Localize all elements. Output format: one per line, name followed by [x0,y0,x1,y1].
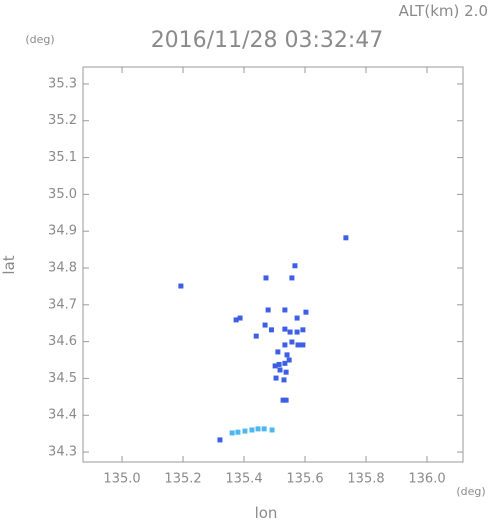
echo-cell [281,377,287,383]
echo-cell [261,426,267,432]
chart-title: 2016/11/28 03:32:47 [151,28,384,53]
y-tick-label: 34.4 [48,408,77,423]
echo-cell [283,397,289,403]
x-tick-label: 135.0 [103,472,140,487]
echo-cell [253,333,259,339]
echo-cell [229,430,235,436]
x-unit: (deg) [456,485,485,498]
y-tick-label: 34.7 [48,297,77,312]
echo-cell [300,342,306,348]
echo-cell [282,326,288,332]
echo-cell [242,428,248,434]
echo-cell [263,275,269,281]
echo-cell [269,427,275,433]
y-axis-label: lat [0,255,18,274]
echo-cell [289,339,295,345]
echo-cell [294,329,300,335]
echo-cell [255,426,261,432]
echo-cell [178,283,184,289]
echo-cell [282,360,288,366]
echo-cell [300,327,306,333]
altitude-label: ALT(km) 2.0 [399,2,488,20]
echo-cell [282,307,288,313]
x-tick-label: 135.4 [225,472,262,487]
echo-cell [262,322,268,328]
y-tick-label: 34.3 [48,445,77,460]
x-tick-label: 135.8 [347,472,384,487]
y-tick-label: 34.6 [48,334,77,349]
plot-frame [82,66,464,463]
echo-cell [237,315,243,321]
echo-cell [265,307,271,313]
x-tick-label: 136.0 [408,472,445,487]
x-tick-label: 135.2 [164,472,201,487]
echo-cell [283,369,289,375]
y-unit: (deg) [25,33,54,46]
echo-cell [289,275,295,281]
echo-cell [276,361,282,367]
echo-cell [249,427,255,433]
echo-cell [233,317,239,323]
echo-cell [303,309,309,315]
y-tick-label: 34.9 [48,224,77,239]
x-axis-label: lon [255,504,278,521]
echo-cell [286,357,292,363]
echo-cell [268,327,274,333]
echo-cell [282,342,288,348]
y-tick-label: 35.0 [48,187,77,202]
echo-cell [275,349,281,355]
x-tick-label: 135.6 [286,472,323,487]
echo-cell [292,263,298,269]
echo-cell [295,342,301,348]
echo-cell [294,315,300,321]
y-tick-label: 35.3 [48,76,77,91]
echo-cell [277,367,283,373]
echo-cell [287,329,293,335]
echo-cell [235,429,241,435]
y-tick-label: 34.5 [48,371,77,386]
echo-cell [284,352,290,358]
y-tick-label: 35.2 [48,113,77,128]
y-tick-label: 34.8 [48,260,77,275]
echo-cell [280,397,286,403]
echo-cell [272,363,278,369]
echo-cell [343,235,349,241]
y-tick-label: 35.1 [48,150,77,165]
echo-cell [273,375,279,381]
echo-cell [217,437,223,443]
